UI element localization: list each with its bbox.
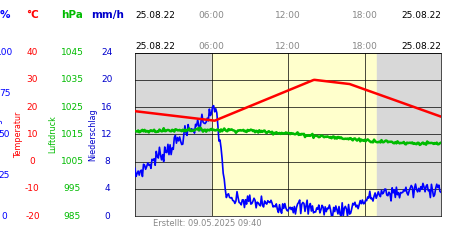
Text: %: % [0,10,10,20]
Text: 25.08.22: 25.08.22 [401,11,441,20]
Text: 20: 20 [101,75,113,84]
Text: 100: 100 [0,48,13,57]
Text: 06:00: 06:00 [198,42,225,51]
Text: 06:00: 06:00 [198,11,225,20]
Text: -20: -20 [25,212,40,221]
Text: 30: 30 [27,75,38,84]
Text: 50: 50 [0,130,10,139]
Text: 1035: 1035 [60,75,84,84]
Text: 1015: 1015 [60,130,84,139]
Text: 10: 10 [27,130,38,139]
Text: 24: 24 [101,48,112,57]
Bar [212,52,378,216]
Bar [135,52,212,216]
Text: 1005: 1005 [60,157,84,166]
Text: 1045: 1045 [61,48,83,57]
Text: 0: 0 [2,212,7,221]
Text: 1025: 1025 [61,102,83,112]
Text: 25.08.22: 25.08.22 [135,42,175,51]
Text: 20: 20 [27,102,38,112]
Text: 18:00: 18:00 [351,11,378,20]
Text: 18:00: 18:00 [351,42,378,51]
Text: 25.08.22: 25.08.22 [401,42,441,51]
Bar [378,52,441,216]
Text: 12: 12 [101,130,113,139]
Text: hPa: hPa [61,10,83,20]
Text: Temperatur: Temperatur [14,111,23,158]
Text: 995: 995 [63,184,81,194]
Text: 16: 16 [101,102,113,112]
Text: Erstellt: 09.05.2025 09:40: Erstellt: 09.05.2025 09:40 [153,219,261,228]
Text: 25.08.22: 25.08.22 [135,11,175,20]
Text: 75: 75 [0,89,10,98]
Text: 0: 0 [104,212,110,221]
Text: °C: °C [26,10,39,20]
Text: Luftfeuchtigkeit: Luftfeuchtigkeit [0,103,2,166]
Text: 12:00: 12:00 [275,11,301,20]
Text: Luftdruck: Luftdruck [49,116,58,153]
Text: mm/h: mm/h [90,10,124,20]
Text: -10: -10 [25,184,40,194]
Text: 25: 25 [0,171,10,180]
Text: 0: 0 [30,157,35,166]
Text: 985: 985 [63,212,81,221]
Text: 40: 40 [27,48,38,57]
Text: Niederschlag: Niederschlag [89,108,98,161]
Text: 12:00: 12:00 [275,42,301,51]
Text: 4: 4 [104,184,110,194]
Text: 8: 8 [104,157,110,166]
